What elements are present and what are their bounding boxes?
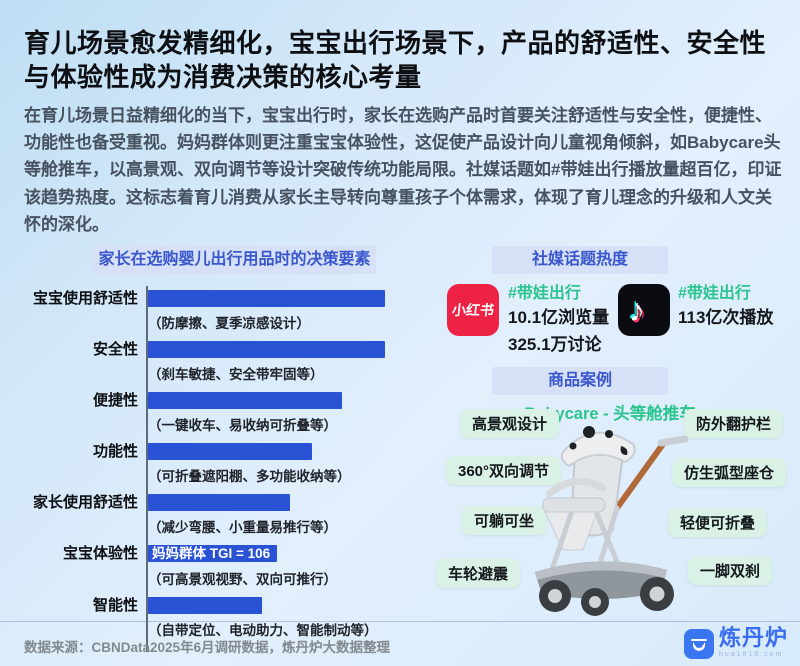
brand-name: 炼丹炉 <box>718 625 788 650</box>
feature-360-swivel: 360°双向调节 <box>446 456 562 485</box>
xiaohongshu-icon-label: 小红书 <box>451 302 495 318</box>
bar-with-tgi-note: 妈妈群体 TGI = 106 <box>148 545 278 562</box>
feature-one-step-brake: 一脚双刹 <box>688 556 773 585</box>
feature-lie-or-sit: 可躺可坐 <box>462 506 547 535</box>
xiaohongshu-icon: 小红书 <box>447 284 499 336</box>
social-section-header: 社媒话题热度 <box>492 246 668 274</box>
chart-row: 智能性 （自带定位、电动助力、智能制动等） <box>93 597 396 639</box>
douyin-stats: #带娃出行 113亿次播放 <box>678 283 800 332</box>
feature-wheel-shock: 车轮避震 <box>436 559 521 588</box>
bar-annotation: （减少弯腰、小重量易推行等） <box>148 520 337 535</box>
xhs-views: 10.1亿浏览量 <box>508 308 610 328</box>
xiaohongshu-stats: #带娃出行 10.1亿浏览量 325.1万讨论 <box>508 283 668 358</box>
product-name: Babycare - 头等舱推车 <box>524 405 696 423</box>
bar-label: 便捷性 <box>92 392 138 409</box>
chart-row: 家长使用舒适性 （减少弯腰、小重量易推行等） <box>33 494 396 536</box>
chart-row: 安全性 （刹车敏捷、安全带牢固等） <box>93 341 396 383</box>
bar <box>148 494 290 511</box>
douyin-plays: 113亿次播放 <box>678 308 774 328</box>
footer-divider <box>0 621 800 622</box>
douyin-icon: ♪ ♪ ♪ <box>618 284 670 336</box>
decision-factors-bar-chart: 宝宝使用舒适性 （防摩擦、夏季凉感设计） 安全性 （刹车敏捷、安全带牢固等） 便… <box>33 286 396 652</box>
bar-annotation: （自带定位、电动助力、智能制动等） <box>148 623 378 638</box>
chart-row: 宝宝使用舒适性 （防摩擦、夏季凉感设计） <box>33 290 396 332</box>
intro-paragraph: 在育儿场景日益精细化的当下，宝宝出行时，家长在选购产品时首要关注舒适性与安全性，… <box>24 106 782 234</box>
chart-title: 家长在选购婴儿出行用品时的决策要素 <box>93 246 376 274</box>
feature-bionic-seat: 仿生弧型座仓 <box>672 458 787 487</box>
xhs-discussions: 325.1万讨论 <box>508 334 602 354</box>
liandanlu-icon <box>683 629 714 659</box>
bar-label: 功能性 <box>92 443 138 460</box>
feature-foldable: 轻便可折叠 <box>668 508 768 537</box>
bar-annotation: （可高景观视野、双向可推行） <box>148 572 337 587</box>
douyin-note-glyph: ♪ ♪ ♪ <box>627 290 647 330</box>
bar <box>148 443 312 460</box>
chart-row: 宝宝体验性 妈妈群体 TGI = 106 （可高景观视野、双向可推行） <box>63 545 396 588</box>
xhs-hashtag: #带娃出行 <box>508 285 581 302</box>
bar <box>148 597 262 614</box>
bar-label: 宝宝体验性 <box>62 545 138 562</box>
bar-label: 安全性 <box>92 341 138 358</box>
chart-row: 功能性 （可折叠遮阳棚、多功能收纳等） <box>93 443 396 485</box>
brand-logo: 炼丹炉 hua1818.com <box>683 625 788 659</box>
bar-label: 智能性 <box>92 597 138 614</box>
tgi-note: 妈妈群体 TGI = 106 <box>152 546 271 561</box>
bar-annotation: （一键收车、易收纳可折叠等） <box>148 418 337 433</box>
bar <box>148 392 342 409</box>
data-source: 数据来源：CBNData2025年6月调研数据，炼丹炉大数据整理 <box>24 640 391 655</box>
page-title: 育儿场景愈发精细化，宝宝出行场景下，产品的舒适性、安全性与体验性成为消费决策的核… <box>24 28 767 93</box>
douyin-hashtag: #带娃出行 <box>678 285 751 302</box>
feature-anti-tip-rail: 防外翻护栏 <box>684 409 784 438</box>
chart-row: 便捷性 （一键收车、易收纳可折叠等） <box>93 392 396 434</box>
bar <box>148 290 385 307</box>
brand-url: hua1818.com <box>718 651 784 659</box>
bar-annotation: （刹车敏捷、安全带牢固等） <box>148 367 324 382</box>
bar-annotation: （可折叠遮阳棚、多功能收纳等） <box>148 469 351 484</box>
feature-high-view: 高景观设计 <box>460 409 560 438</box>
product-section-header: 商品案例 <box>492 367 668 395</box>
stroller-image <box>535 426 689 616</box>
bar-annotation: （防摩擦、夏季凉感设计） <box>148 316 310 331</box>
bar-label: 家长使用舒适性 <box>32 494 138 511</box>
bar <box>148 341 385 358</box>
bar-label: 宝宝使用舒适性 <box>32 290 138 307</box>
